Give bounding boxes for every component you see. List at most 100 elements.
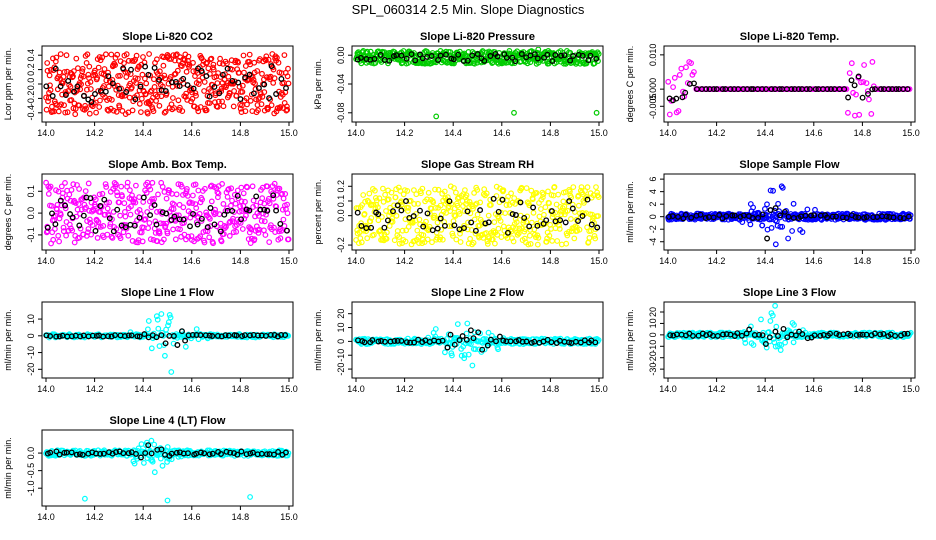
data-point bbox=[472, 346, 479, 353]
data-point-primary bbox=[897, 214, 904, 221]
data-point bbox=[364, 235, 371, 242]
data-point bbox=[251, 236, 258, 243]
data-point bbox=[79, 68, 86, 75]
y-axis-label: kPa per min. bbox=[313, 59, 323, 110]
data-point-primary bbox=[384, 217, 391, 224]
panel-title: Slope Li-820 Temp. bbox=[740, 31, 839, 43]
data-point bbox=[156, 68, 163, 75]
data-point-primary bbox=[218, 451, 224, 457]
data-point-primary bbox=[198, 215, 205, 222]
data-point bbox=[148, 87, 155, 94]
data-point bbox=[243, 95, 250, 102]
data-point bbox=[906, 331, 913, 337]
data-point bbox=[866, 96, 872, 103]
y-tick-label: 0.1 bbox=[336, 195, 346, 208]
data-point bbox=[156, 228, 163, 235]
data-point bbox=[770, 187, 776, 194]
data-point bbox=[231, 88, 238, 94]
data-point bbox=[237, 203, 244, 210]
data-point bbox=[285, 450, 292, 457]
data-point-primary bbox=[145, 442, 152, 449]
data-point bbox=[50, 55, 56, 62]
data-point bbox=[432, 204, 439, 211]
data-point bbox=[210, 240, 217, 247]
data-point-primary bbox=[371, 55, 378, 62]
data-point-primary bbox=[424, 210, 431, 217]
y-tick-label: 0 bbox=[648, 214, 658, 219]
data-point-primary bbox=[403, 55, 410, 62]
data-point bbox=[147, 186, 154, 193]
x-tick-label: 14.8 bbox=[232, 128, 250, 138]
x-tick-label: 14.0 bbox=[659, 384, 677, 394]
panel-3: Slope Li-820 Temp. degrees C per min. 14.0… bbox=[625, 31, 920, 138]
data-point bbox=[671, 74, 678, 81]
data-point bbox=[251, 59, 258, 66]
data-point-primary bbox=[151, 202, 158, 209]
data-point-primary bbox=[811, 212, 818, 219]
data-point bbox=[773, 323, 780, 330]
data-point-primary bbox=[855, 214, 862, 221]
data-point bbox=[359, 202, 366, 208]
data-point bbox=[178, 183, 185, 190]
data-point bbox=[242, 198, 248, 205]
data-point bbox=[467, 235, 474, 242]
data-point bbox=[790, 339, 797, 346]
data-point bbox=[88, 231, 94, 238]
data-point-primary bbox=[194, 221, 201, 228]
data-point-primary bbox=[158, 332, 165, 339]
data-point bbox=[500, 187, 507, 194]
data-point bbox=[437, 202, 444, 209]
data-point bbox=[284, 210, 291, 217]
data-point bbox=[85, 226, 92, 232]
data-point bbox=[432, 186, 438, 193]
data-point-primary bbox=[455, 51, 462, 58]
data-point bbox=[260, 210, 267, 217]
data-point-primary bbox=[206, 451, 213, 458]
data-point-primary bbox=[76, 222, 83, 229]
data-point-primary bbox=[148, 450, 155, 457]
data-point-primary bbox=[429, 227, 436, 234]
data-point-primary bbox=[482, 220, 489, 227]
data-point bbox=[285, 65, 291, 72]
data-point bbox=[144, 209, 151, 215]
data-point bbox=[242, 212, 249, 219]
data-point bbox=[363, 59, 370, 66]
data-point-primary bbox=[363, 56, 370, 62]
data-point-primary bbox=[209, 333, 216, 339]
data-point bbox=[61, 69, 68, 75]
data-point-primary bbox=[737, 213, 744, 220]
plot-frame bbox=[41, 301, 294, 379]
data-point-primary bbox=[390, 208, 396, 215]
data-point bbox=[220, 200, 227, 207]
plot-frame bbox=[41, 429, 294, 507]
data-point bbox=[563, 240, 570, 247]
x-tick-label: 14.6 bbox=[183, 128, 201, 138]
data-point-primary bbox=[749, 215, 756, 221]
data-point-primary bbox=[382, 338, 388, 345]
data-point-primary bbox=[257, 206, 264, 213]
y-tick-label: 10 bbox=[648, 318, 658, 328]
data-point bbox=[144, 326, 151, 333]
data-point bbox=[207, 88, 214, 94]
x-tick-label: 14.2 bbox=[86, 128, 104, 138]
data-point bbox=[564, 207, 571, 214]
data-point bbox=[137, 81, 144, 88]
data-point bbox=[355, 240, 362, 247]
data-point bbox=[238, 184, 245, 191]
data-point-primary bbox=[239, 333, 246, 340]
data-point bbox=[868, 110, 875, 117]
data-point bbox=[95, 88, 102, 94]
data-point-primary bbox=[217, 228, 224, 235]
data-point bbox=[380, 185, 386, 192]
data-point-primary bbox=[246, 207, 253, 214]
data-point bbox=[147, 236, 154, 243]
data-point bbox=[175, 97, 182, 104]
y-tick-label: 20 bbox=[648, 307, 658, 317]
data-point-primary bbox=[43, 332, 50, 339]
data-point bbox=[76, 102, 83, 109]
data-point-primary bbox=[80, 93, 87, 99]
data-point bbox=[747, 221, 754, 228]
data-point bbox=[775, 200, 781, 207]
data-point-primary bbox=[756, 331, 763, 338]
data-point bbox=[846, 70, 853, 76]
